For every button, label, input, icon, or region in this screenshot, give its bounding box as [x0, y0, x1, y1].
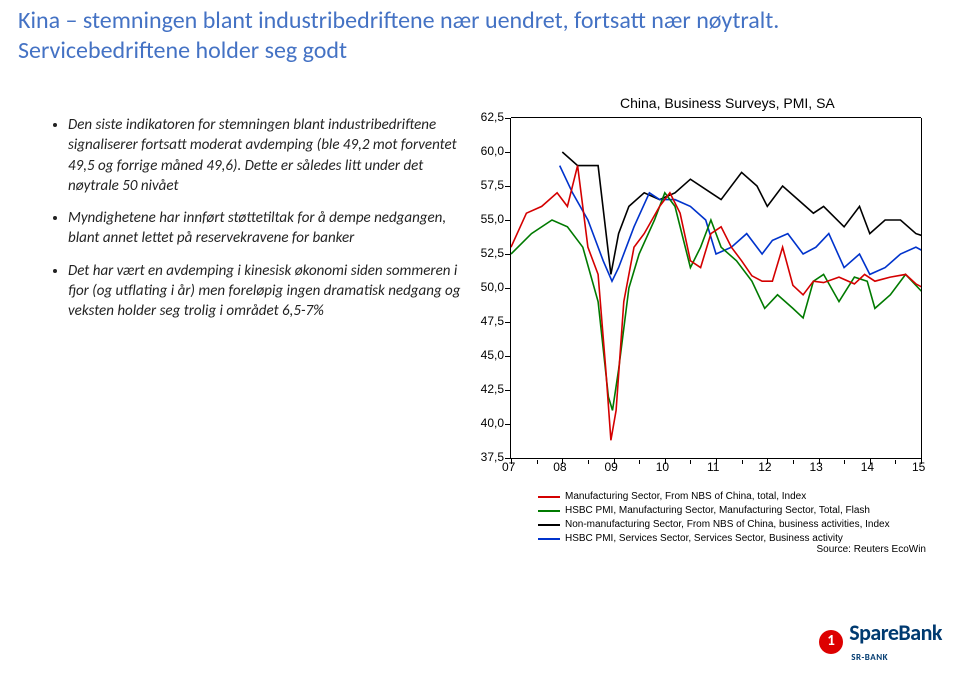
chart-lines: [511, 118, 921, 458]
y-tick-label: 45,0: [462, 348, 504, 362]
x-tick-label: 07: [502, 460, 515, 474]
x-tick-label: 11: [707, 460, 719, 474]
x-tick-label: 08: [553, 460, 566, 474]
logo-brand: SpareBank: [849, 619, 942, 646]
bullet-list: Den siste indikatoren for stemningen bla…: [28, 115, 468, 333]
legend-item: Manufacturing Sector, From NBS of China,…: [538, 490, 890, 503]
sparebank-logo: SpareBank SR-BANK: [819, 619, 942, 665]
y-tick-label: 37,5: [462, 450, 504, 464]
chart-source: Source: Reuters EcoWin: [817, 544, 927, 555]
x-tick-label: 15: [912, 460, 925, 474]
y-tick-label: 40,0: [462, 416, 504, 430]
y-tick-label: 60,0: [462, 144, 504, 158]
bullet-item: Myndighetene har innført støttetiltak fo…: [68, 208, 468, 249]
y-tick-label: 52,5: [462, 246, 504, 260]
chart-title: China, Business Surveys, PMI, SA: [620, 95, 835, 111]
y-tick-label: 42,5: [462, 382, 504, 396]
x-tick-label: 09: [605, 460, 618, 474]
x-tick-label: 12: [758, 460, 771, 474]
bullet-item: Det har vært en avdemping i kinesisk øko…: [68, 261, 468, 322]
x-tick-label: 14: [861, 460, 874, 474]
y-tick-label: 57,5: [462, 178, 504, 192]
chart-legend: Manufacturing Sector, From NBS of China,…: [538, 490, 890, 546]
slide-title: Kina – stemningen blant industribedrifte…: [18, 6, 938, 66]
y-tick-label: 55,0: [462, 212, 504, 226]
y-tick-label: 62,5: [462, 110, 504, 124]
logo-icon: [819, 630, 843, 654]
y-tick-label: 47,5: [462, 314, 504, 328]
x-tick-label: 13: [810, 460, 823, 474]
x-tick-label: 10: [656, 460, 669, 474]
logo-sub: SR-BANK: [851, 652, 888, 663]
chart-plot-area: [510, 118, 921, 459]
y-tick-label: 50,0: [462, 280, 504, 294]
bullet-item: Den siste indikatoren for stemningen bla…: [68, 115, 468, 196]
legend-item: HSBC PMI, Manufacturing Sector, Manufact…: [538, 504, 890, 517]
legend-item: Non-manufacturing Sector, From NBS of Ch…: [538, 518, 890, 531]
pmi-chart: Manufacturing Sector, From NBS of China,…: [462, 110, 932, 540]
